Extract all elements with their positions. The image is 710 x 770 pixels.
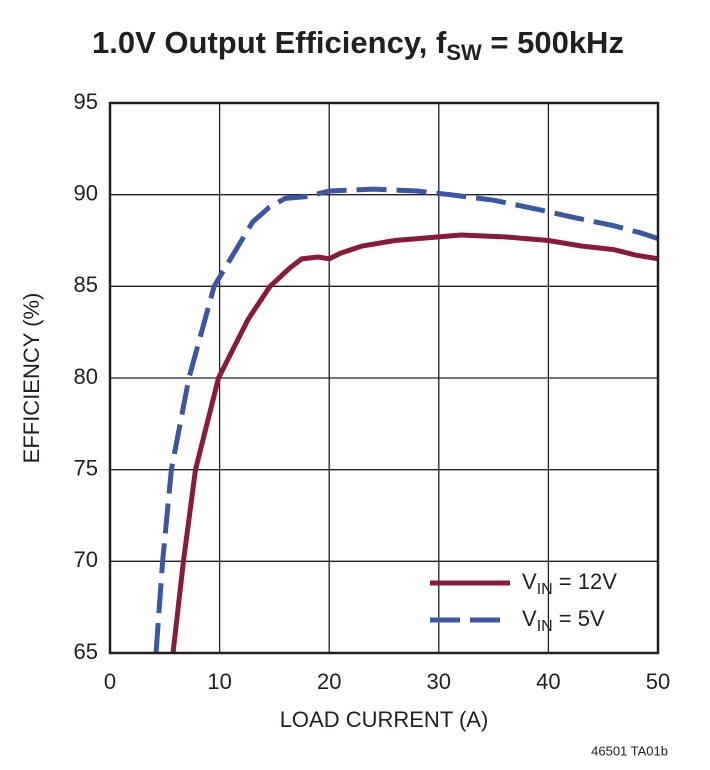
x-tick-label: 10 [207,669,231,694]
footnote: 46501 TA01b [591,743,668,758]
x-tick-label: 20 [317,669,341,694]
legend-label-main: V [522,606,537,631]
x-tick-label: 40 [536,669,560,694]
y-tick-label: 70 [74,547,98,572]
title-subscript: SW [446,40,482,65]
chart-title: 1.0V Output Efficiency, fSW = 500kHz [92,25,624,65]
y-axis-label: EFFICIENCY (%) [19,293,44,464]
y-tick-label: 90 [74,180,98,205]
legend-label-sub: IN [537,618,553,635]
x-tick-label: 30 [427,669,451,694]
title-tail: = 500kHz [482,25,624,60]
plot-frame [108,101,660,655]
series-line [170,232,658,653]
x-tick-label: 50 [646,669,670,694]
title-text: 1.0V Output Efficiency, f [92,25,447,60]
x-tick-label: 0 [104,669,116,694]
legend-label-main: V [522,569,537,594]
legend-label-tail: = 5V [553,606,605,631]
legend-label: VIN = 12V [522,569,617,598]
y-tick-label: 85 [74,272,98,297]
legend-label-sub: IN [537,581,553,598]
y-tick-label: 65 [74,639,98,664]
x-axis-label: LOAD CURRENT (A) [280,707,489,732]
y-tick-label: 75 [74,455,98,480]
legend-label: VIN = 5V [522,606,605,635]
series-line [153,186,658,653]
y-tick-label: 80 [74,364,98,389]
legend-label-tail: = 12V [553,569,618,594]
y-tick-label: 95 [74,89,98,114]
